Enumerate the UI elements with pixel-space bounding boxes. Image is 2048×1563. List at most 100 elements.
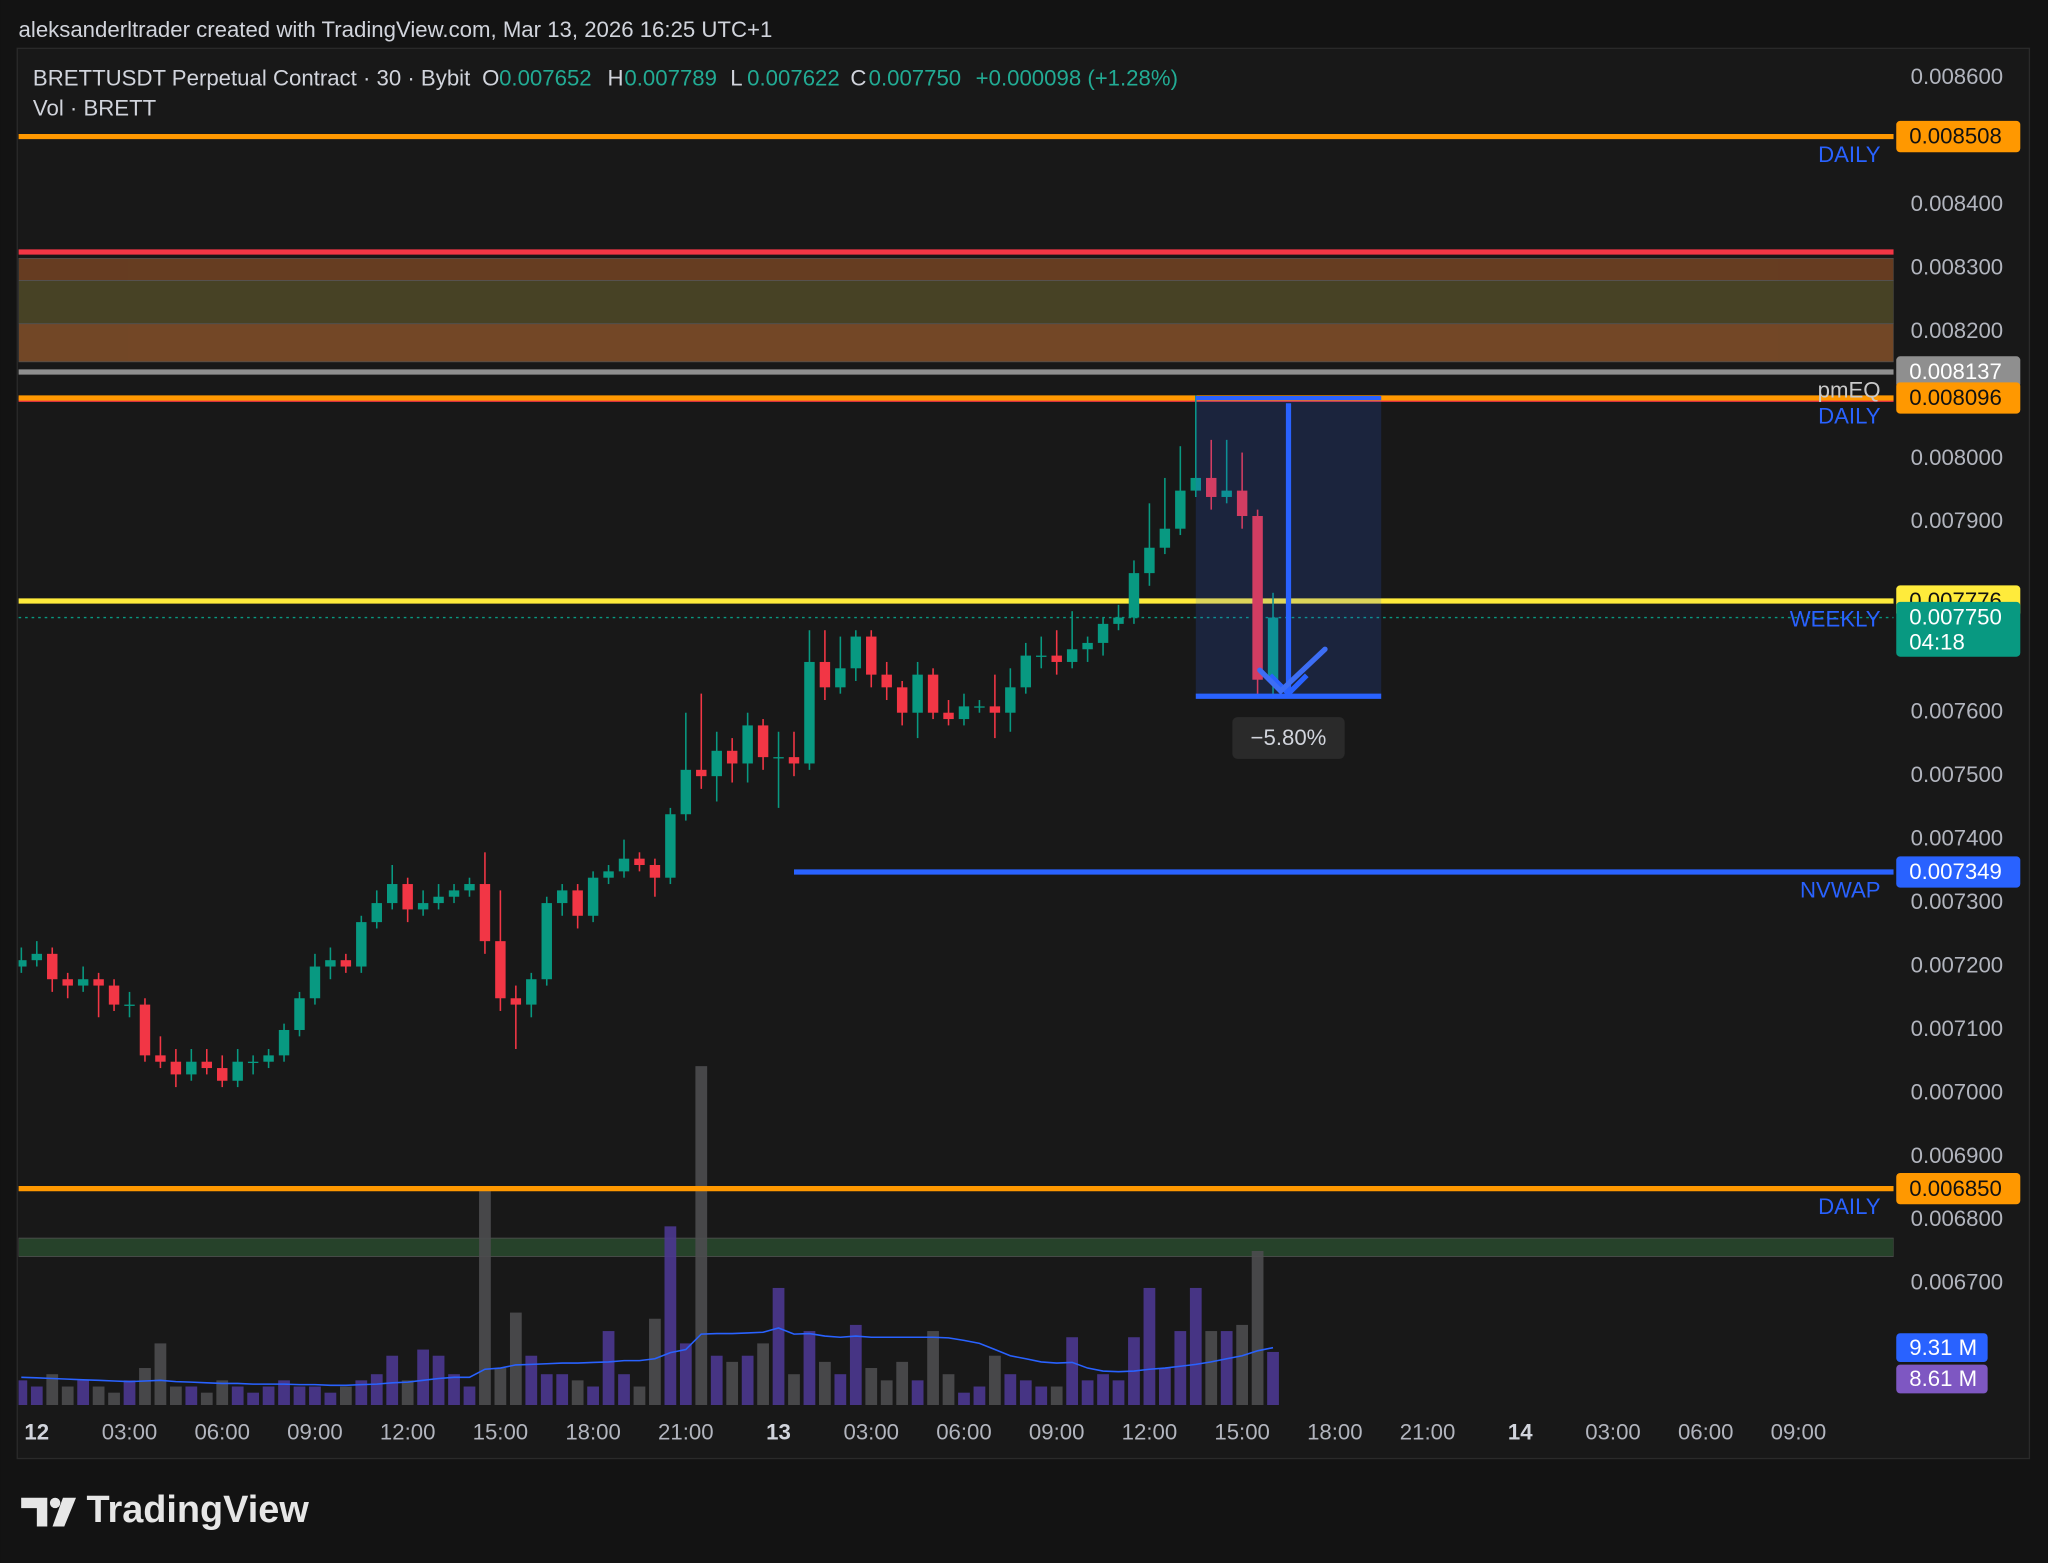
y-tick-label: 0.007300 — [1911, 889, 2004, 914]
candle-body — [186, 1061, 197, 1075]
candle-body — [726, 750, 738, 764]
ohlc-key: H — [607, 66, 623, 91]
candle-body — [742, 725, 753, 764]
x-tick-label: 14 — [1508, 1420, 1533, 1445]
y-tick-label: 0.007000 — [1911, 1079, 2004, 1104]
volume-bar — [1189, 1287, 1202, 1406]
candle-body — [665, 814, 676, 878]
candle-body — [77, 979, 89, 986]
volume-bar — [216, 1380, 229, 1406]
countdown: 04:18 — [1909, 630, 1965, 655]
volume-bar — [432, 1355, 445, 1406]
candle-body — [1221, 490, 1232, 497]
volume-bar — [1158, 1368, 1171, 1406]
ohlc-key: C — [850, 66, 866, 91]
x-tick-label: 06:00 — [1678, 1420, 1734, 1445]
volume-bar — [757, 1343, 769, 1406]
y-tick-label: 0.007100 — [1911, 1016, 2004, 1041]
candle-body — [788, 757, 800, 764]
candle-body — [294, 998, 305, 1030]
volume-bar — [1174, 1331, 1187, 1406]
y-tick-label: 0.007900 — [1911, 508, 2004, 533]
volume-bar — [185, 1386, 198, 1406]
logo — [21, 1497, 77, 1527]
volume-bar — [200, 1392, 213, 1406]
volume-bar — [958, 1392, 970, 1406]
volume-title: Vol · BRETT — [33, 96, 157, 121]
volume-bar — [618, 1374, 630, 1406]
attribution: aleksanderltrader created with TradingVi… — [19, 17, 773, 42]
level-tag: NVWAP — [1800, 877, 1881, 902]
volume-bar — [540, 1374, 553, 1406]
y-tick-label: 0.008200 — [1911, 318, 2004, 343]
y-tick-label: 0.007500 — [1911, 762, 2004, 787]
candle-body — [1082, 642, 1093, 650]
x-tick-label: 15:00 — [1214, 1420, 1270, 1445]
volume-bar — [92, 1386, 105, 1406]
price-tag — [1896, 601, 2021, 657]
candle-body — [31, 953, 43, 961]
x-tick-label: 12 — [24, 1420, 49, 1445]
volume-bar — [231, 1386, 244, 1406]
candle-body — [1113, 617, 1124, 624]
volume-bar — [448, 1374, 460, 1406]
candle-body — [47, 953, 58, 980]
pen-stroke — [1257, 646, 1328, 695]
volume-bar — [834, 1374, 847, 1406]
candle-body — [18, 960, 27, 967]
candle-body — [479, 884, 491, 942]
volume-bar — [571, 1380, 584, 1406]
volume-bar — [139, 1368, 151, 1406]
candle-body — [850, 636, 862, 669]
volume-bar — [1220, 1331, 1233, 1406]
volume-bar — [849, 1324, 862, 1406]
x-tick-label: 12:00 — [380, 1420, 436, 1445]
candle-body — [680, 769, 692, 815]
candle-body — [1236, 490, 1248, 517]
volume-bar — [896, 1361, 909, 1406]
volume-bar — [169, 1386, 182, 1406]
candle-body — [711, 750, 722, 777]
x-tick-label: 03:00 — [102, 1420, 158, 1445]
candle-body — [108, 985, 120, 1005]
price-tag-label: 0.008508 — [1909, 124, 2002, 149]
x-tick-label: 09:00 — [1029, 1420, 1085, 1445]
y-tick-label: 0.007600 — [1911, 699, 2004, 724]
volume-bar — [355, 1380, 368, 1406]
x-tick-label: 06:00 — [936, 1420, 992, 1445]
candle-body — [371, 903, 382, 923]
candle-body — [170, 1061, 182, 1075]
price-tag — [1896, 1172, 2021, 1205]
volume-bar — [1081, 1380, 1094, 1406]
volume-bar — [30, 1386, 43, 1406]
zone — [18, 1237, 1894, 1257]
measure-label-box — [1232, 717, 1345, 759]
volume-bar — [788, 1374, 800, 1406]
y-tick-label: 0.007400 — [1911, 825, 2004, 850]
candle-body — [263, 1055, 274, 1062]
x-tick-label: 09:00 — [1771, 1420, 1827, 1445]
candle-body — [417, 903, 429, 910]
y-tick-label: 0.007200 — [1911, 952, 2004, 977]
candle-body — [804, 661, 815, 764]
candle-body — [989, 706, 1001, 713]
volume-bar — [710, 1355, 723, 1406]
ohlc-key: L — [730, 66, 742, 91]
candle-body — [1066, 649, 1078, 662]
candle-body — [556, 890, 568, 904]
zone — [18, 257, 1894, 281]
volume-bar — [262, 1386, 275, 1406]
volume-bar — [525, 1355, 538, 1406]
x-tick-label: 03:00 — [843, 1420, 899, 1445]
candle-body — [896, 687, 908, 713]
volume-bar — [479, 1189, 491, 1406]
plot — [18, 133, 1894, 1406]
volume-bar — [664, 1226, 677, 1406]
volume-bar — [927, 1331, 939, 1406]
volume-bar — [726, 1361, 739, 1406]
candle-body — [356, 922, 367, 967]
volume-bar — [1251, 1250, 1264, 1406]
volume-tag — [1896, 1364, 1988, 1394]
x-tick-label: 06:00 — [194, 1420, 250, 1445]
